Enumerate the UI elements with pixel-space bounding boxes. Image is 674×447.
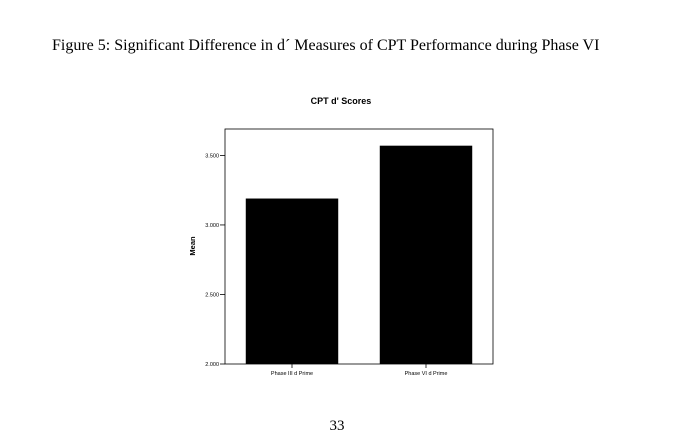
x-tick-label: Phase III d Prime [271,371,313,377]
page-number: 33 [329,418,345,434]
plot-area: 2.000 2.500 3.000 3.500 Phase III d Prime Pha… [205,128,494,377]
figure-caption: Figure 5: Significant Difference in d´ M… [52,37,600,54]
bar [245,198,339,364]
y-tick-label: 2.000 [205,362,219,368]
y-tick-label: 3.000 [205,223,219,229]
bar [379,145,473,364]
y-tick-label: 3.500 [205,153,219,159]
x-tick-label: Phase VI d Prime [405,371,448,377]
y-tick-label: 2.500 [205,292,219,298]
plot-frame [224,128,494,365]
chart-title: CPT d' Scores [311,96,372,106]
y-axis-label: Mean [188,236,197,256]
